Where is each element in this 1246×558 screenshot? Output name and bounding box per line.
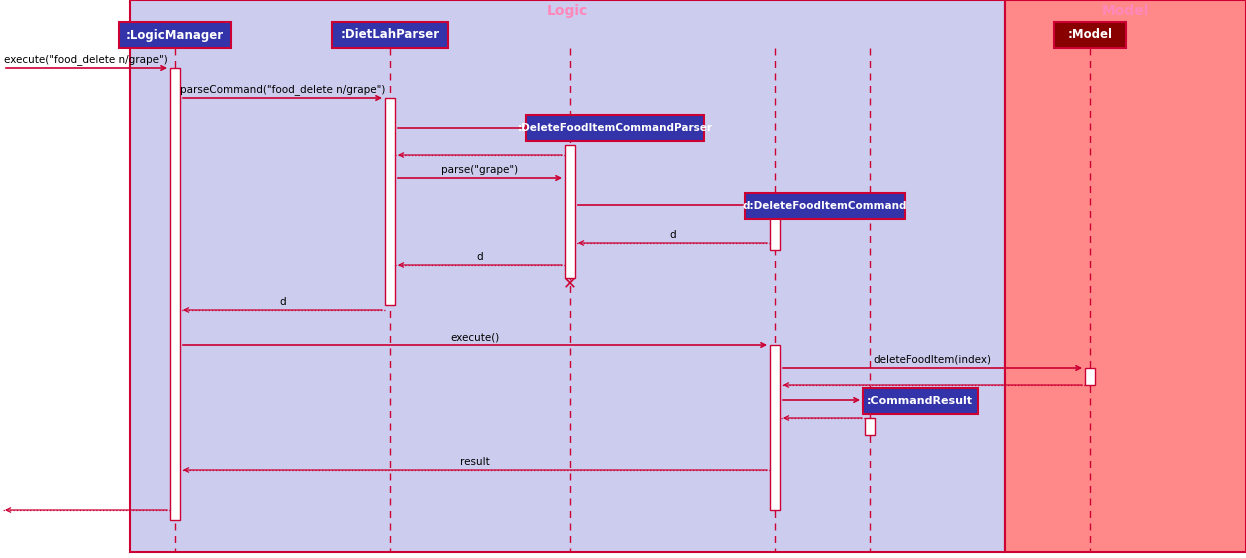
- Text: d: d: [279, 297, 285, 307]
- Bar: [865, 418, 875, 435]
- Text: d:DeleteFoodItemCommand: d:DeleteFoodItemCommand: [743, 201, 907, 211]
- Bar: [770, 205, 780, 250]
- Text: execute(): execute(): [450, 332, 500, 342]
- Text: :LogicManager: :LogicManager: [126, 28, 224, 41]
- Text: :CommandResult: :CommandResult: [867, 396, 973, 406]
- Bar: [385, 98, 395, 305]
- Bar: [862, 388, 978, 414]
- Bar: [1006, 0, 1246, 552]
- Text: parseCommand("food_delete n/grape"): parseCommand("food_delete n/grape"): [179, 84, 385, 95]
- Text: :Model: :Model: [1068, 28, 1113, 41]
- Text: result: result: [460, 457, 490, 467]
- Bar: [169, 68, 179, 520]
- Text: Model: Model: [1101, 4, 1149, 18]
- Text: execute("food_delete n/grape"): execute("food_delete n/grape"): [4, 54, 168, 65]
- Bar: [1085, 368, 1095, 385]
- Bar: [1054, 22, 1126, 48]
- Text: d: d: [477, 252, 483, 262]
- Text: Logic: Logic: [547, 4, 588, 18]
- Bar: [130, 0, 1006, 552]
- Bar: [526, 115, 704, 141]
- Bar: [120, 22, 231, 48]
- Bar: [745, 193, 905, 219]
- Bar: [770, 345, 780, 510]
- Text: d: d: [669, 230, 675, 240]
- Text: ✕: ✕: [563, 274, 577, 292]
- Text: deleteFoodItem(index): deleteFoodItem(index): [873, 355, 992, 365]
- Bar: [564, 145, 574, 278]
- Text: parse("grape"): parse("grape"): [441, 165, 518, 175]
- Text: :DeleteFoodItemCommandParser: :DeleteFoodItemCommandParser: [517, 123, 713, 133]
- Bar: [331, 22, 449, 48]
- Text: :DietLahParser: :DietLahParser: [340, 28, 440, 41]
